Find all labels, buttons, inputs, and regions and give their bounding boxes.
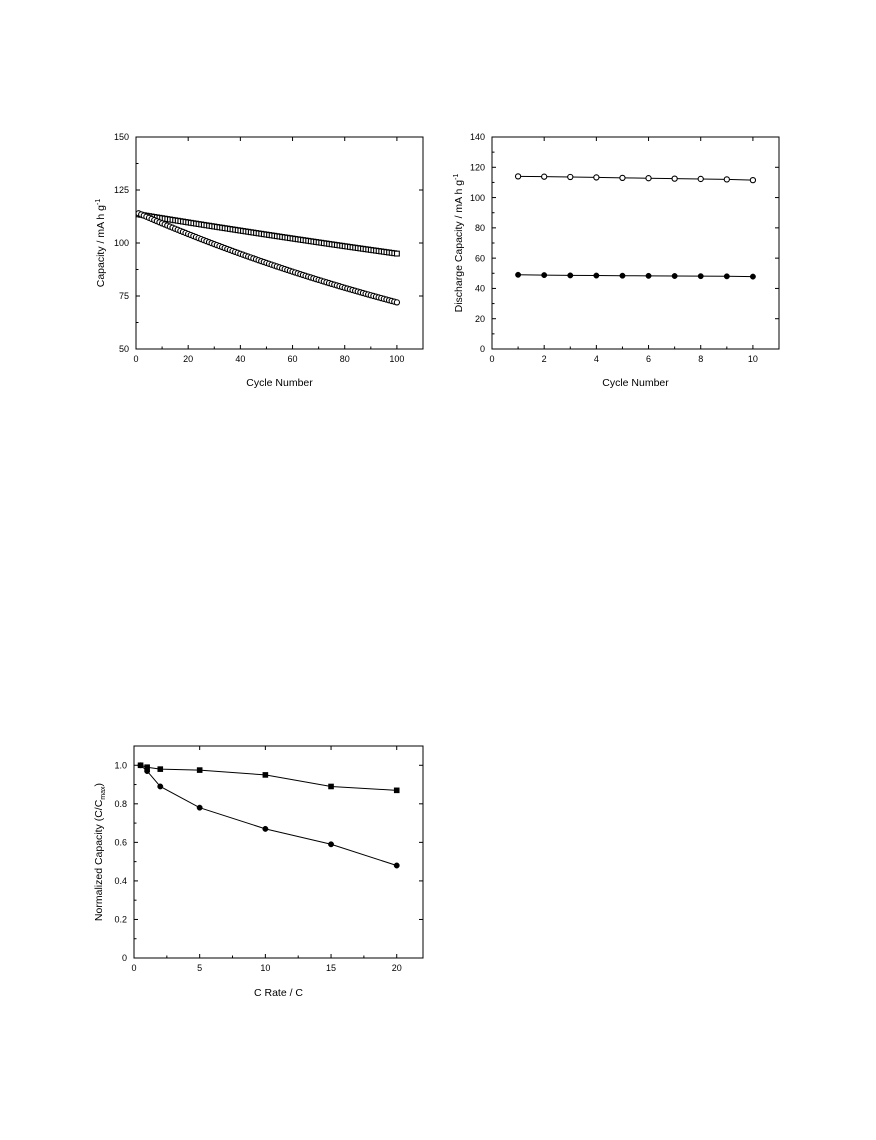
data-point [393,250,400,257]
data-point [157,783,164,790]
x-tick-label: 20 [183,354,193,364]
y-tick-label: 0.6 [114,838,127,848]
x-tick-label: 100 [389,354,404,364]
data-point [567,272,574,279]
data-point [671,175,678,182]
data-point [393,862,400,869]
y-tick-label: 20 [475,314,485,324]
x-tick-label: 10 [748,354,758,364]
data-point [328,783,334,790]
x-tick-label: 0 [489,354,494,364]
y-axis-title-subscript: max [100,786,107,800]
y-tick-label: 60 [475,253,485,263]
y-tick-label: 50 [119,344,129,354]
x-tick-label: 8 [698,354,703,364]
x-tick-label: 0 [131,963,136,973]
y-axis-title-text: Discharge Capacity / mA h g [453,180,465,313]
y-axis-title: Discharge Capacity / mA h g-1 [453,174,465,313]
series-line [140,764,397,791]
x-tick-label: 4 [594,354,599,364]
data-point [137,762,144,769]
data-point [723,176,730,183]
data-point [749,177,757,184]
x-tick-label: 5 [197,963,202,973]
y-axis-title-superscript: -1 [95,199,102,205]
x-axis-title: Cycle Number [246,377,313,389]
data-point [645,175,652,182]
data-point [671,273,678,279]
data-point [541,272,548,279]
y-tick-label: 0 [480,344,485,354]
data-point [749,273,756,280]
data-point [144,764,150,770]
data-point [157,766,164,772]
data-point [144,768,151,775]
x-tick-label: 60 [288,354,298,364]
x-tick-label: 0 [133,354,138,364]
x-tick-label: 6 [646,354,651,364]
x-tick-label: 20 [392,963,402,973]
chart-normalized-capacity-vs-c-rate: 0 5 10 15 20 0 0.2 0.4 0.6 0.8 1.0 C Rate / C Normal… [93,745,424,999]
data-point [619,174,626,182]
data-point [697,175,704,183]
x-axis-title: Cycle Number [602,377,669,389]
data-point [393,787,400,794]
data-point [262,772,269,778]
data-point [567,173,574,181]
y-tick-label: 100 [470,193,485,203]
data-point [645,272,652,279]
x-tick-label: 80 [340,354,350,364]
data-point [619,272,626,279]
data-point [196,767,203,773]
y-tick-label: 0.4 [114,876,127,886]
series-line [518,274,753,278]
x-tick-label: 10 [260,963,270,973]
y-tick-label: 120 [470,162,485,172]
x-tick-label: 2 [542,354,547,364]
y-tick-label: 40 [475,284,485,294]
data-point [393,299,401,306]
data-point [697,273,704,280]
y-tick-label: 140 [470,132,485,142]
data-point [593,174,600,181]
y-tick-label: 125 [114,185,129,195]
y-axis-title: Capacity / mA h g-1 [95,199,107,288]
y-tick-label: 75 [119,291,129,301]
y-axis-title-superscript: -1 [453,174,460,180]
y-axis-title: Normalized Capacity (C/Cmax) [93,783,107,921]
data-point [514,173,522,180]
data-point [515,271,522,278]
data-point [541,173,548,180]
y-axis-title-text: Normalized Capacity (C/C [93,799,105,921]
data-point [723,273,730,280]
x-axis-title: C Rate / C [254,987,303,999]
x-tick-label: 15 [326,963,336,973]
y-tick-label: 1.0 [114,760,127,770]
y-tick-label: 0 [122,953,127,963]
y-tick-label: 80 [475,223,485,233]
data-point [328,841,334,848]
plot-frame [133,745,424,959]
x-tick-label: 40 [235,354,245,364]
y-tick-label: 100 [114,238,129,248]
plot-frame [491,136,780,350]
series-line [140,764,397,866]
data-point [262,825,269,832]
data-point [593,272,600,279]
plot-frame [135,136,424,350]
y-tick-label: 0.2 [114,915,127,925]
chart-capacity-vs-cycle: 0 20 40 60 80 100 50 75 100 125 150 Cycle Number Cap… [95,132,424,389]
y-tick-label: 150 [114,132,129,142]
y-tick-label: 0.8 [114,799,127,809]
y-axis-title-end: ) [93,783,105,787]
series-line [518,175,753,181]
data-point [196,804,203,811]
y-axis-title-text: Capacity / mA h g [95,205,107,287]
